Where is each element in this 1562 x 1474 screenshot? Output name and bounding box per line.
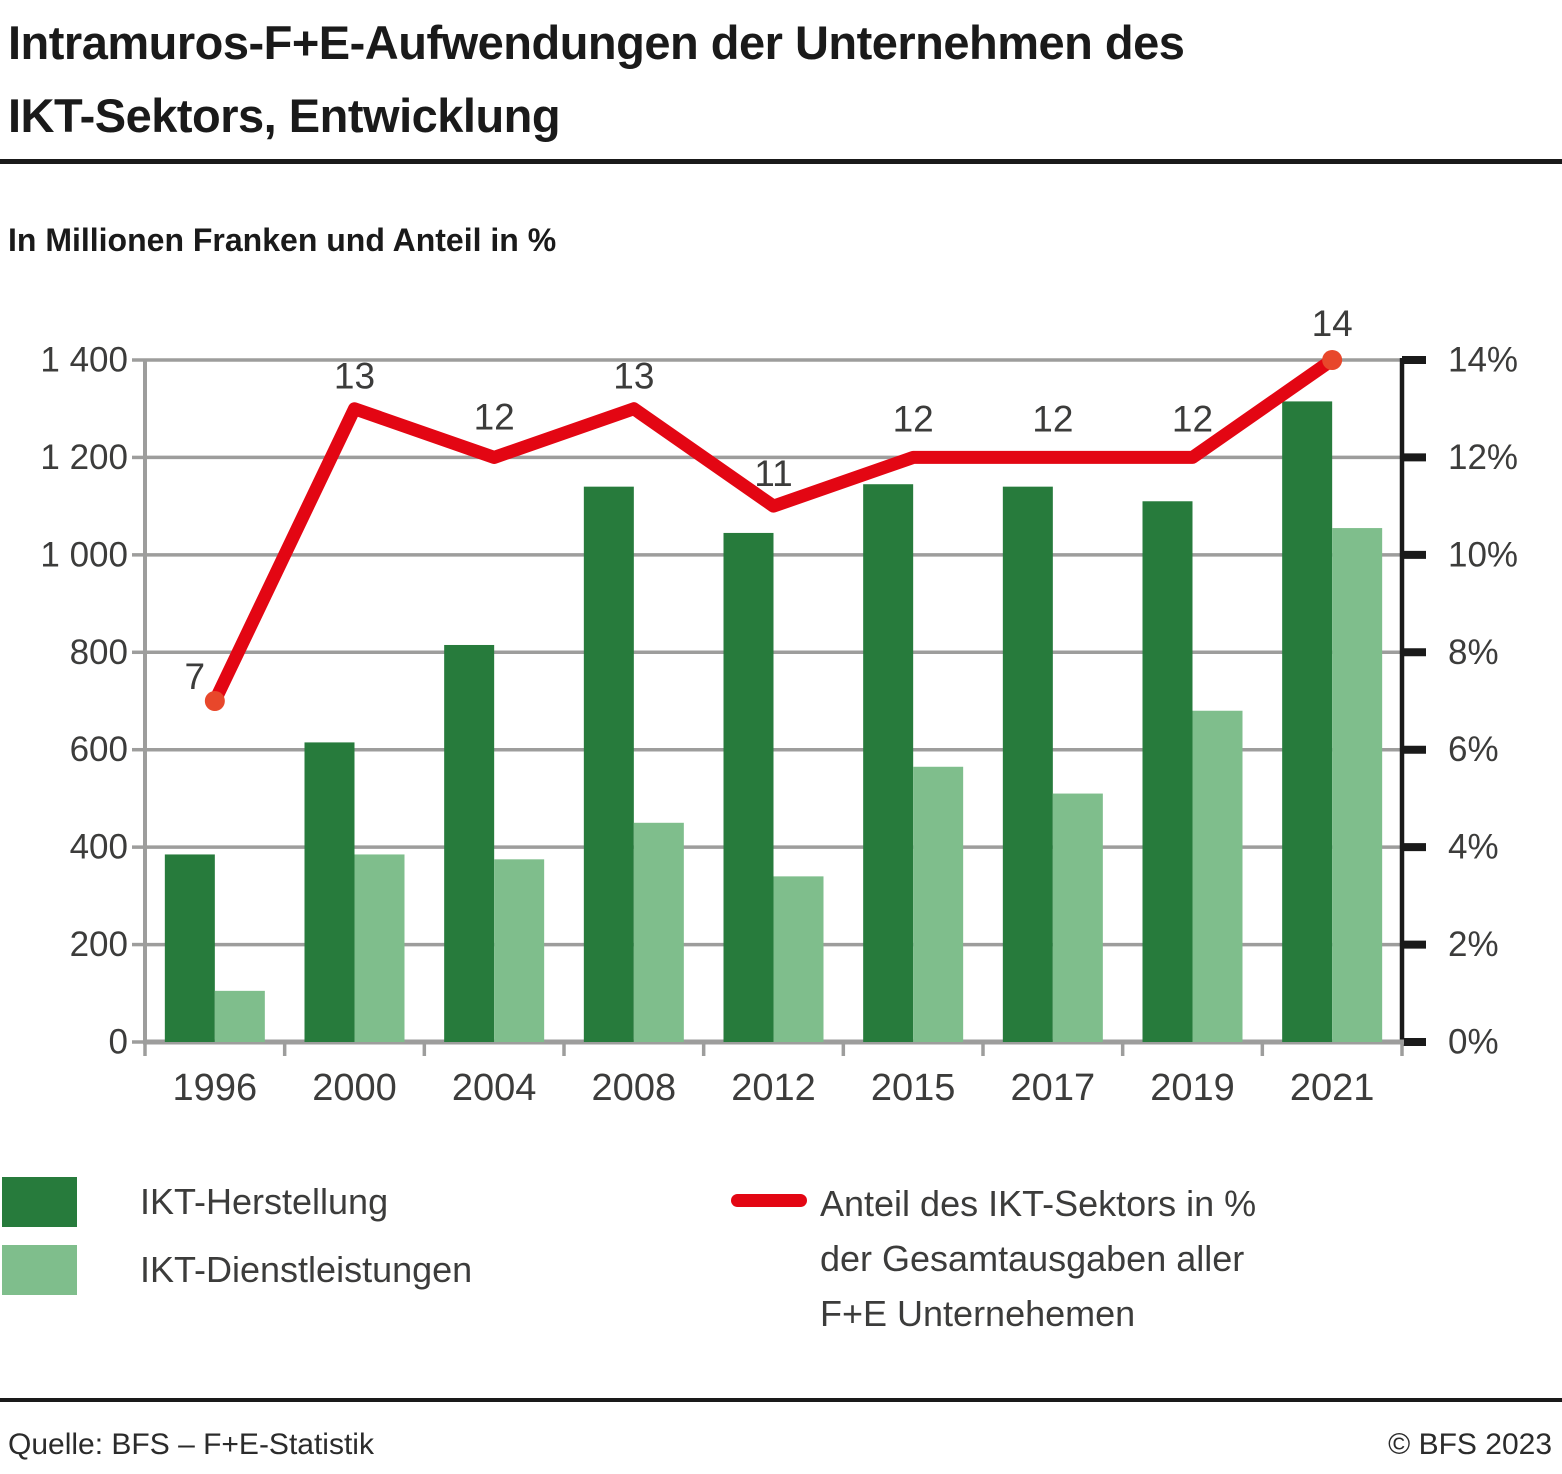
footer-copyright: © BFS 2023 (1388, 1428, 1552, 1461)
legend-share-line2: der Gesamtausgaben aller (820, 1238, 1245, 1279)
line-point-label: 14 (1312, 303, 1353, 344)
x-axis-category-label: 1996 (173, 1067, 258, 1109)
bar-ikt-herstellung-2019 (1142, 501, 1193, 1042)
bar-ikt-herstellung-2015 (863, 484, 914, 1042)
bar-ikt-dienstleistungen-2004 (494, 859, 545, 1042)
right-axis-tick-label: 14% (1448, 341, 1518, 380)
left-axis-tick-label: 1 400 (40, 341, 128, 380)
left-axis-tick-label: 400 (70, 828, 128, 867)
share-line (208, 353, 1339, 708)
legend-swatch-share-line (731, 1194, 807, 1207)
page-title-line1: Intramuros-F+E-Aufwendungen der Unterneh… (8, 16, 1185, 69)
bar-ikt-herstellung-2008 (583, 486, 634, 1042)
bar-ikt-dienstleistungen-2015 (913, 766, 964, 1042)
line-point-label: 13 (334, 356, 375, 397)
legend-share-line3: F+E Unternehemen (820, 1293, 1136, 1334)
right-axis-tick-label: 6% (1448, 730, 1499, 769)
page-title-line2: IKT-Sektors, Entwicklung (8, 89, 561, 142)
legend-share-line1: Anteil des IKT-Sektors in % (820, 1183, 1257, 1224)
right-axis-tick-label: 2% (1448, 925, 1499, 964)
x-axis-category-label: 2000 (312, 1067, 397, 1109)
legend-label-ikt-dienstleistungen: IKT-Dienstleistungen (140, 1249, 473, 1290)
line-point-label: 7 (185, 656, 206, 697)
x-axis-category-label: 2015 (871, 1067, 956, 1109)
left-axis-tick-label: 1 000 (40, 535, 128, 574)
right-axis-tick-label: 10% (1448, 535, 1518, 574)
x-axis-category-label: 2021 (1290, 1067, 1375, 1109)
bar-ikt-herstellung-2000 (304, 742, 355, 1042)
bar-ikt-herstellung-2021 (1282, 401, 1333, 1043)
bar-ikt-herstellung-1996 (164, 854, 215, 1042)
x-axis-category-label: 2019 (1150, 1067, 1235, 1109)
line-point-label: 12 (474, 396, 515, 437)
bar-ikt-dienstleistungen-2008 (633, 822, 684, 1042)
left-axis-tick-label: 1 200 (40, 438, 128, 477)
title-divider-rule (0, 159, 1562, 164)
bar-ikt-dienstleistungen-2000 (354, 854, 405, 1042)
bar-ikt-dienstleistungen-2012 (773, 876, 824, 1042)
left-axis-tick-label: 600 (70, 730, 128, 769)
bar-ikt-dienstleistungen-2017 (1052, 793, 1103, 1042)
x-axis-category-label: 2008 (592, 1067, 677, 1109)
line-point-label: 13 (613, 356, 654, 397)
right-axis-tick-label: 0% (1448, 1023, 1499, 1062)
right-axis-tick-label: 8% (1448, 633, 1499, 672)
bar-ikt-dienstleistungen-2021 (1332, 528, 1383, 1042)
x-axis-category-label: 2004 (452, 1067, 537, 1109)
line-point-label: 12 (1172, 398, 1213, 439)
bar-ikt-dienstleistungen-1996 (214, 990, 265, 1042)
x-axis-category-label: 2017 (1011, 1067, 1096, 1109)
share-line-end-dot (1322, 350, 1343, 370)
legend-swatch-ikt-dienstleistungen (2, 1245, 77, 1295)
legend-label-ikt-herstellung: IKT-Herstellung (140, 1181, 389, 1222)
left-axis-tick-label: 0 (109, 1023, 128, 1062)
footer-divider-rule (0, 1398, 1562, 1402)
footer-source: Quelle: BFS – F+E-Statistik (8, 1428, 374, 1461)
bar-ikt-herstellung-2012 (723, 532, 774, 1042)
bar-ikt-herstellung-2004 (444, 644, 495, 1042)
legend-label-share-line: Anteil des IKT-Sektors in % der Gesamtau… (820, 1176, 1256, 1341)
line-point-label: 12 (1032, 398, 1073, 439)
bar-ikt-dienstleistungen-2019 (1192, 710, 1243, 1042)
x-axis-category-label: 2012 (731, 1067, 816, 1109)
left-axis-tick-label: 200 (70, 925, 128, 964)
left-axis-tick-label: 800 (70, 633, 128, 672)
legend-swatch-ikt-herstellung (2, 1177, 77, 1227)
line-point-label: 11 (754, 453, 792, 494)
share-line-start-dot (204, 691, 225, 711)
chart-subtitle: In Millionen Franken und Anteil in % (8, 222, 557, 258)
right-axis-tick-label: 12% (1448, 438, 1518, 477)
bar-ikt-herstellung-2017 (1002, 486, 1053, 1042)
combo-bar-line-chart: 0 0% 200 2% 400 4% 600 6% 800 8% 1 000 10% 1 200 12% 1… (40, 303, 1518, 1109)
line-point-label: 12 (893, 398, 934, 439)
right-axis-tick-label: 4% (1448, 828, 1499, 867)
page-title: Intramuros-F+E-Aufwendungen der Unterneh… (8, 6, 1548, 152)
